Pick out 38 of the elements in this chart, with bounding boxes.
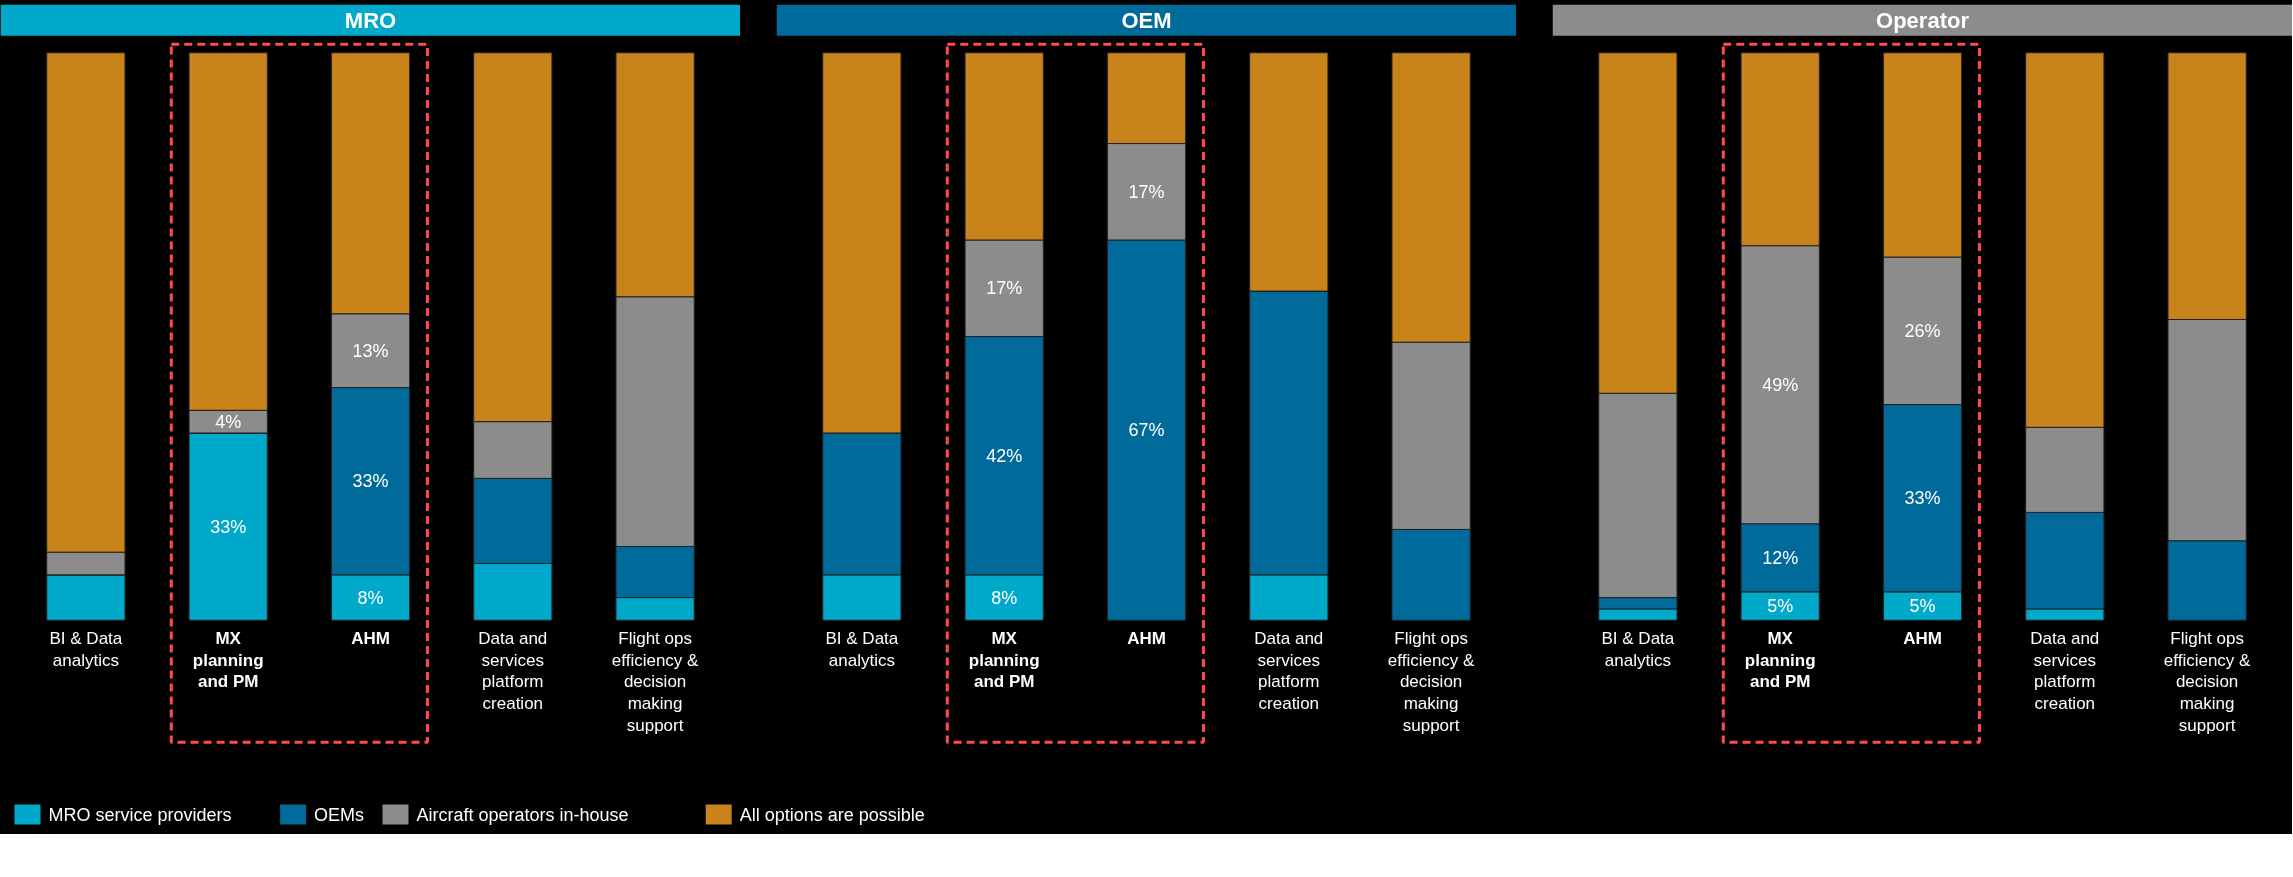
chart-title: MRO [344,7,397,33]
legend-label: MRO service providers [48,804,232,825]
data-label: 12% [1762,547,1799,568]
x-tick-label: Flight ops efficiency & decision making support [611,628,700,736]
legend-label: OEMs [314,804,365,825]
data-label: 67% [1128,420,1165,441]
x-tick-label: Flight ops efficiency & decision making support [2163,628,2252,736]
data-label: 8% [991,587,1018,608]
data-label: 33% [352,471,389,492]
data-label: 33% [210,516,247,537]
x-tick-label: BI & Data analytics [825,628,899,670]
x-tick-label: AHM [1127,628,1166,648]
legend-label: All options are possible [739,804,925,825]
x-tick-label: BI & Data analytics [1601,628,1675,670]
data-label: 4% [215,411,242,432]
legend-label: Aircraft operators in-house [416,804,629,825]
x-tick-label: Flight ops efficiency & decision making support [1387,628,1476,736]
x-tick-label: MX planning and PM [1744,628,1816,692]
x-tick-label: BI & Data analytics [49,628,123,670]
x-tick-label: MX planning and PM [968,628,1040,692]
data-label: 17% [1128,181,1165,202]
x-tick-label: AHM [1903,628,1942,648]
x-tick-label: Data and services platform creation [1254,628,1324,714]
data-label: 33% [1904,488,1941,509]
data-label: 42% [986,445,1023,466]
data-label: 5% [1909,596,1936,617]
chart-title: Operator [1876,7,1970,33]
x-tick-label: Data and services platform creation [478,628,548,714]
x-tick-label: Data and services platform creation [2030,628,2100,714]
data-label: 26% [1904,320,1941,341]
x-tick-label: AHM [351,628,390,648]
data-label: 17% [986,278,1023,299]
data-label: 5% [1767,596,1794,617]
data-label: 13% [352,340,389,361]
data-label: 8% [357,587,384,608]
data-label: 49% [1762,374,1799,395]
x-tick-label: MX planning and PM [192,628,264,692]
chart-title: OEM [1121,7,1172,33]
